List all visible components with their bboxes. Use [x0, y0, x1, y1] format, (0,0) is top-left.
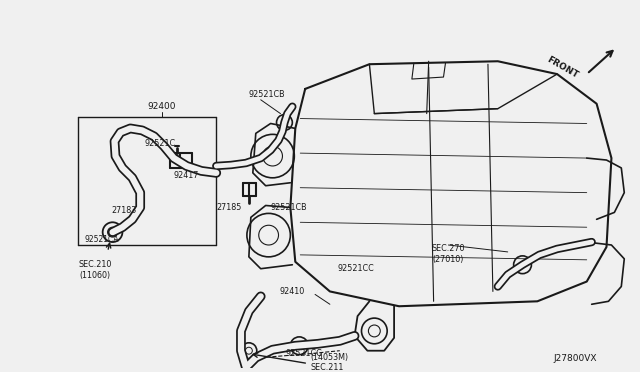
Text: SEC.211: SEC.211 [310, 363, 344, 372]
Text: 92521CB: 92521CB [249, 90, 285, 99]
Text: 92521CB: 92521CB [271, 203, 307, 212]
Text: J27800VX: J27800VX [553, 354, 596, 363]
Text: 92410: 92410 [280, 287, 305, 296]
Text: (14053M): (14053M) [310, 353, 348, 362]
Text: 92521CC: 92521CC [285, 349, 322, 358]
Text: 92400: 92400 [148, 102, 176, 111]
Text: FRONT: FRONT [545, 55, 579, 80]
Text: 92521CC: 92521CC [338, 264, 374, 273]
Text: (27010): (27010) [433, 255, 464, 264]
Text: SEC.270: SEC.270 [431, 244, 465, 253]
Text: 27185: 27185 [216, 203, 242, 212]
Text: 92521CA: 92521CA [85, 235, 120, 244]
Text: SEC.210: SEC.210 [78, 260, 111, 269]
Text: (11060): (11060) [79, 271, 110, 280]
Text: 92417: 92417 [174, 171, 199, 180]
Text: 92521C: 92521C [145, 139, 175, 148]
Text: 27183: 27183 [112, 206, 137, 215]
